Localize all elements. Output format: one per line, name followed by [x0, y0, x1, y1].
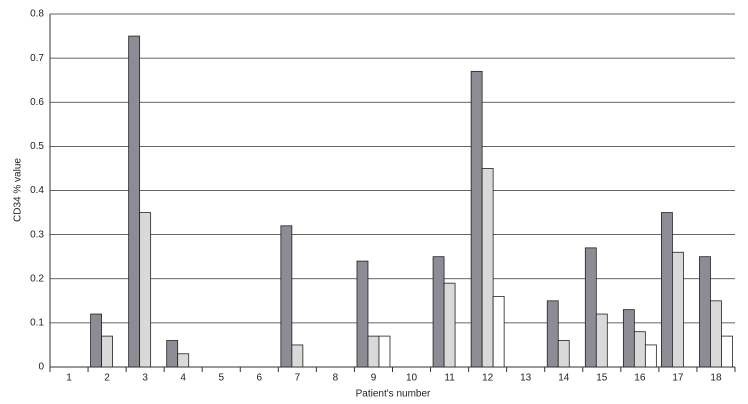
y-tick-label: 0.5	[30, 141, 44, 152]
y-tick-label: 0.7	[30, 53, 44, 64]
x-axis-label: Patient's number	[356, 389, 431, 400]
x-tick-label: 16	[634, 373, 646, 384]
bar	[633, 331, 646, 368]
bar	[584, 247, 597, 368]
bar	[470, 70, 483, 368]
x-tick-label: 2	[104, 373, 110, 384]
bar	[595, 313, 608, 368]
y-tick-label: 0.6	[30, 97, 44, 108]
x-tick-label: 18	[710, 373, 722, 384]
y-tick-label: 0.2	[30, 273, 44, 284]
x-tick-label: 5	[218, 373, 224, 384]
x-tick-label: 14	[558, 373, 570, 384]
x-tick-label: 4	[180, 373, 186, 384]
x-tick-label: 12	[482, 373, 494, 384]
bar	[443, 282, 456, 368]
x-tick-label: 11	[444, 373, 455, 384]
y-tick-label: 0.4	[30, 185, 44, 196]
y-axis-label: CD34 % value	[13, 158, 24, 222]
x-tick-label: 17	[672, 373, 684, 384]
x-tick-label: 3	[142, 373, 148, 384]
y-tick-label: 0.8	[30, 9, 44, 20]
bar	[139, 212, 152, 368]
bar	[721, 335, 733, 368]
bar	[280, 225, 293, 368]
bar	[622, 309, 635, 368]
bar	[661, 212, 673, 368]
bar	[557, 340, 570, 368]
bar	[699, 256, 711, 368]
x-tick-label: 8	[333, 373, 339, 384]
bar	[128, 35, 141, 368]
y-tick-label: 0.1	[30, 318, 44, 329]
bar	[90, 313, 102, 368]
bar	[481, 168, 494, 368]
x-tick-label: 15	[596, 373, 608, 384]
x-tick-label: 9	[371, 373, 377, 384]
bar	[101, 335, 113, 368]
bar	[378, 335, 391, 368]
x-tick-label: 13	[520, 373, 532, 384]
bar	[672, 251, 684, 368]
bar	[166, 340, 179, 368]
bar	[177, 353, 190, 368]
x-tick-label: 10	[406, 373, 418, 384]
y-tick-label: 0	[38, 362, 44, 373]
bar	[710, 300, 722, 368]
x-tick-label: 6	[257, 373, 263, 384]
bar	[432, 256, 445, 368]
y-tick-label: 0.3	[30, 229, 44, 240]
bar	[367, 335, 380, 368]
bar	[356, 260, 369, 368]
x-tick-label: 1	[66, 373, 72, 384]
bar	[291, 344, 304, 368]
x-tick-label: 7	[295, 373, 301, 384]
bar	[546, 300, 559, 368]
bar	[492, 295, 505, 368]
bar	[644, 344, 657, 368]
